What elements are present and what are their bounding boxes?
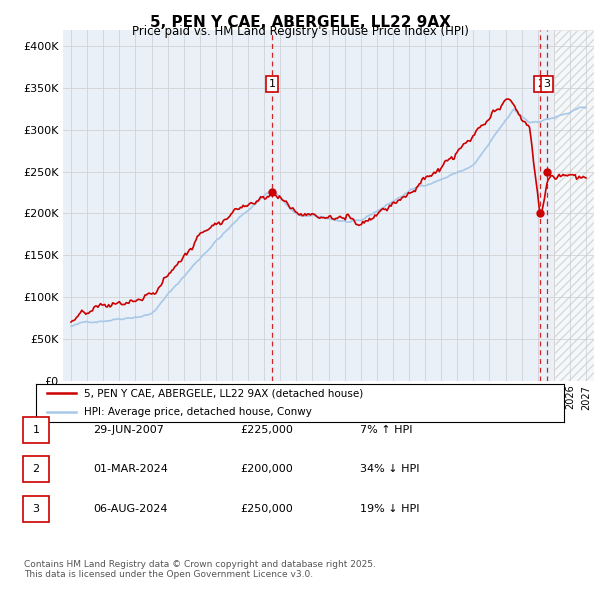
Text: 34% ↓ HPI: 34% ↓ HPI	[360, 464, 419, 474]
Text: 06-AUG-2024: 06-AUG-2024	[93, 504, 167, 513]
Text: Price paid vs. HM Land Registry's House Price Index (HPI): Price paid vs. HM Land Registry's House …	[131, 25, 469, 38]
Bar	[554, 30, 594, 381]
Text: 1: 1	[269, 79, 275, 89]
Text: 2: 2	[537, 79, 544, 89]
Text: £200,000: £200,000	[240, 464, 293, 474]
Text: 7% ↑ HPI: 7% ↑ HPI	[360, 425, 413, 434]
Text: 3: 3	[32, 504, 40, 513]
Text: 5, PEN Y CAE, ABERGELE, LL22 9AX (detached house): 5, PEN Y CAE, ABERGELE, LL22 9AX (detach…	[83, 388, 363, 398]
Text: 29-JUN-2007: 29-JUN-2007	[93, 425, 164, 434]
Text: £250,000: £250,000	[240, 504, 293, 513]
Text: 5, PEN Y CAE, ABERGELE, LL22 9AX: 5, PEN Y CAE, ABERGELE, LL22 9AX	[149, 15, 451, 30]
Text: 19% ↓ HPI: 19% ↓ HPI	[360, 504, 419, 513]
Text: 2: 2	[32, 464, 40, 474]
Text: HPI: Average price, detached house, Conwy: HPI: Average price, detached house, Conw…	[83, 407, 311, 417]
Text: 01-MAR-2024: 01-MAR-2024	[93, 464, 168, 474]
Bar	[554, 30, 594, 381]
Text: 3: 3	[544, 79, 551, 89]
Text: £225,000: £225,000	[240, 425, 293, 434]
Bar	[554, 30, 594, 381]
Text: Contains HM Land Registry data © Crown copyright and database right 2025.
This d: Contains HM Land Registry data © Crown c…	[24, 560, 376, 579]
Text: 1: 1	[32, 425, 40, 434]
